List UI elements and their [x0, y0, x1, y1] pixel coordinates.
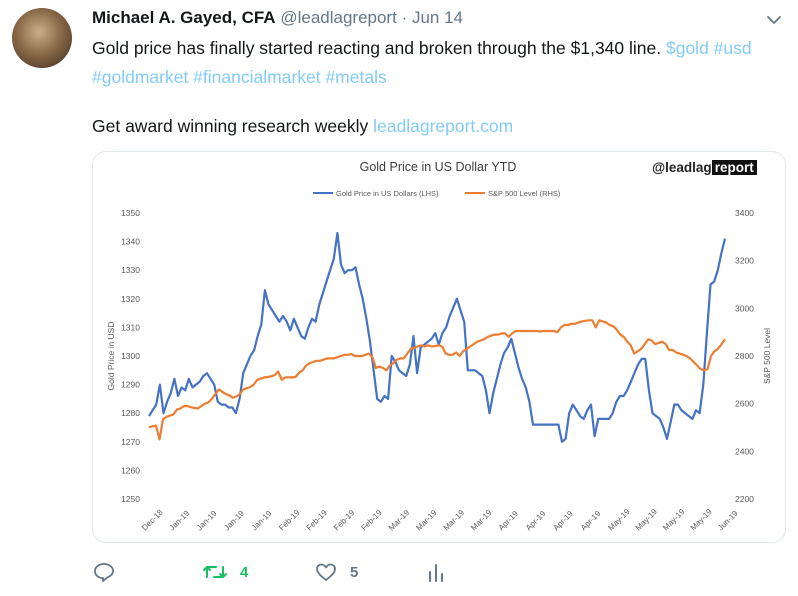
- cta-link[interactable]: leadlagreport.com: [373, 116, 514, 136]
- x-tick-label: Feb-19: [332, 508, 357, 533]
- y-left-tick-label: 1320: [121, 294, 140, 304]
- y-right-tick-label: 2800: [735, 351, 754, 361]
- y-right-tick-label: 3200: [735, 256, 754, 266]
- y-left-tick-label: 1260: [121, 465, 140, 475]
- x-tick-label: May-19: [606, 507, 632, 533]
- retweet-icon: [203, 566, 227, 578]
- x-tick-label: May-19: [634, 507, 660, 533]
- brand-suffix: report: [711, 160, 757, 175]
- chevron-down-icon[interactable]: [764, 10, 784, 30]
- y-left-tick-label: 1270: [121, 437, 140, 447]
- x-tick-label: Feb-19: [359, 508, 384, 533]
- y-left-tick-label: 1330: [121, 265, 140, 275]
- author-avatar[interactable]: [12, 8, 72, 68]
- x-tick-label: Feb-19: [277, 508, 302, 533]
- y-left-tick-label: 1250: [121, 494, 140, 504]
- x-tick-label: Mar-19: [414, 508, 439, 533]
- chart-title: Gold Price in US Dollar YTD: [360, 160, 517, 174]
- x-tick-label: Dec-18: [140, 507, 165, 532]
- x-tick-label: May-19: [689, 507, 715, 533]
- y-left-tick-label: 1310: [121, 322, 140, 332]
- author-handle[interactable]: @leadlagreport: [280, 8, 397, 27]
- tweet-actions: 4 5: [92, 560, 492, 590]
- x-tick-label: Jan-19: [167, 508, 191, 532]
- cta-text: Get award winning research weekly: [92, 116, 369, 136]
- author-name[interactable]: Michael A. Gayed, CFA: [92, 8, 276, 27]
- gold-price-chart: Gold Price in US Dollar YTD Gold Price in…: [106, 160, 772, 533]
- analytics-button[interactable]: [426, 560, 446, 584]
- series-line-sp500: [148, 319, 726, 441]
- reply-button[interactable]: [92, 560, 116, 584]
- reply-icon: [94, 563, 114, 582]
- y-right-tick-label: 2600: [735, 399, 754, 409]
- tweet-text-main: Gold price has finally started reacting …: [92, 38, 662, 58]
- y-left-tick-label: 1280: [121, 408, 140, 418]
- legend-label-gold: Gold Price in US Dollars (LHS): [336, 189, 439, 198]
- y-right-tick-label: 2200: [735, 494, 754, 504]
- retweet-button[interactable]: 4: [202, 560, 248, 584]
- tweet-hashtags[interactable]: $gold #usd #goldmarket #financialmarket …: [92, 38, 752, 87]
- heart-icon: [316, 563, 336, 581]
- brand-prefix: @leadlag: [652, 160, 712, 175]
- chart-card[interactable]: [92, 151, 786, 543]
- y-left-tick-label: 1300: [121, 351, 140, 361]
- y-left-tick-label: 1290: [121, 380, 140, 390]
- bar-chart-icon: [429, 564, 443, 582]
- x-tick-label: Jan-19: [195, 508, 219, 532]
- series-line-gold: [148, 231, 727, 443]
- like-count: 5: [350, 563, 359, 581]
- x-tick-label: Mar-19: [469, 508, 494, 533]
- brand-logo: @leadlag report: [652, 160, 757, 178]
- y-right-tick-label: 3000: [735, 303, 754, 313]
- x-tick-label: Mar-19: [442, 508, 467, 533]
- tweet-cta: Get award winning research weekly leadla…: [92, 114, 513, 138]
- legend-label-sp500: S&P 500 Level (RHS): [488, 189, 561, 198]
- separator-dot: ·: [401, 8, 408, 27]
- y-left-tick-label: 1350: [121, 208, 140, 218]
- x-tick-label: Apr-19: [497, 509, 521, 533]
- x-tick-label: Jan-19: [250, 508, 274, 532]
- y-right-tick-label: 3400: [735, 208, 754, 218]
- y-left-tick-label: 1340: [121, 237, 140, 247]
- x-tick-label: Apr-19: [579, 509, 603, 533]
- tweet-header: Michael A. Gayed, CFA @leadlagreport · J…: [92, 8, 463, 28]
- x-tick-label: Jan-19: [222, 508, 246, 532]
- x-tick-label: Feb-19: [305, 508, 330, 533]
- tweet-date[interactable]: Jun 14: [411, 8, 464, 27]
- retweet-count: 4: [240, 563, 249, 581]
- x-tick-label: Jun-19: [716, 508, 740, 532]
- y-left-axis-label: Gold Price in USD: [106, 322, 116, 391]
- x-tick-label: Apr-19: [524, 509, 548, 533]
- like-button[interactable]: 5: [314, 560, 358, 584]
- x-tick-label: Mar-19: [387, 508, 412, 533]
- y-right-axis-label: S&P 500 Level: [762, 328, 772, 384]
- x-tick-label: Apr-19: [551, 509, 575, 533]
- tweet-text: Gold price has finally started reacting …: [92, 34, 782, 92]
- x-tick-label: May-19: [661, 507, 687, 533]
- y-right-tick-label: 2400: [735, 446, 754, 456]
